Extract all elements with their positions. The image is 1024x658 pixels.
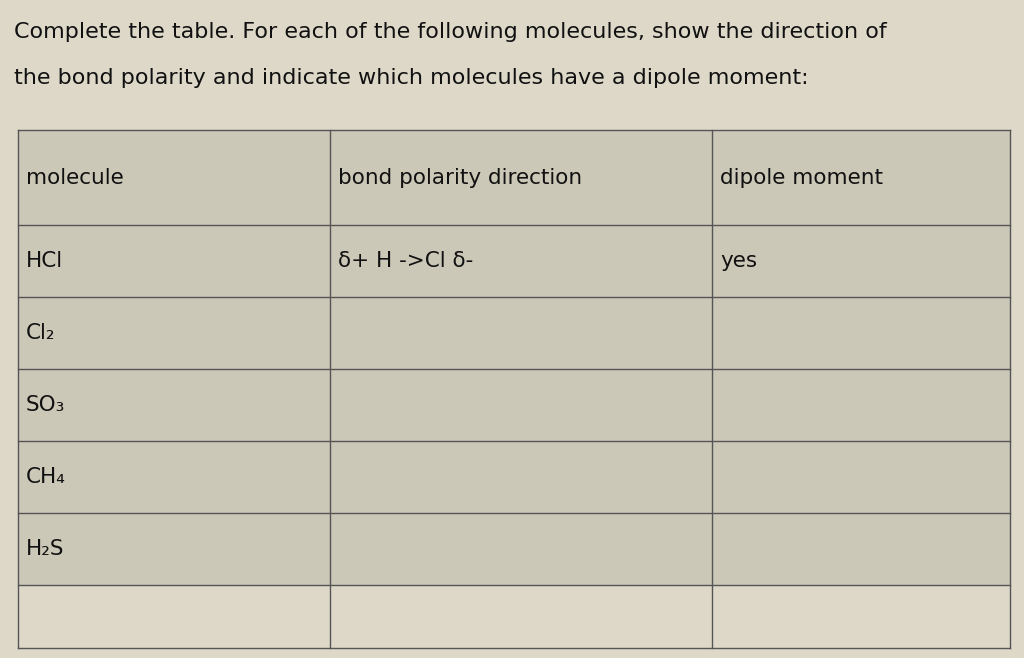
Text: H₂S: H₂S	[26, 539, 65, 559]
Bar	[18, 369, 1010, 441]
Text: HCl: HCl	[26, 251, 63, 271]
Text: the bond polarity and indicate which molecules have a dipole moment:: the bond polarity and indicate which mol…	[14, 68, 809, 88]
Text: SO₃: SO₃	[26, 395, 66, 415]
Text: molecule: molecule	[26, 168, 124, 188]
Text: bond polarity direction: bond polarity direction	[339, 168, 583, 188]
Bar	[18, 297, 1010, 369]
Text: Cl₂: Cl₂	[26, 323, 55, 343]
Bar	[18, 225, 1010, 297]
Bar	[18, 441, 1010, 513]
Bar	[18, 513, 1010, 585]
Text: CH₄: CH₄	[26, 467, 66, 487]
Bar	[18, 130, 1010, 225]
Text: Complete the table. For each of the following molecules, show the direction of: Complete the table. For each of the foll…	[14, 22, 887, 42]
Text: dipole moment: dipole moment	[721, 168, 884, 188]
Text: yes: yes	[721, 251, 758, 271]
Text: δ+ H ->Cl δ-: δ+ H ->Cl δ-	[339, 251, 474, 271]
